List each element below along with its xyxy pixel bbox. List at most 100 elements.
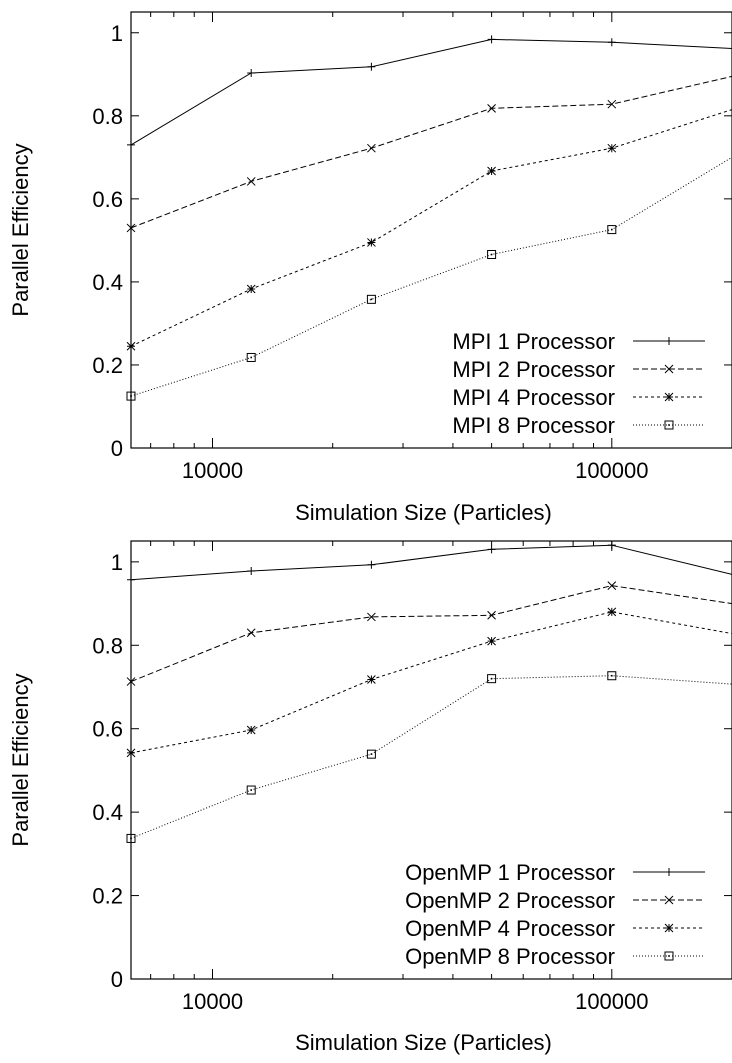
series-line <box>130 38 732 146</box>
legend-label: MPI 1 Processor <box>452 329 615 354</box>
series-2: OpenMP 2 Processor <box>126 581 732 913</box>
legend-marker <box>664 364 674 374</box>
data-point-marker <box>246 284 256 294</box>
y-tick-label: 0.4 <box>92 270 123 295</box>
y-tick-label: 1 <box>111 550 123 575</box>
chart-panel-2: 0 0.2 0.4 0.6 0.8 1 10000 100000 Simulation Size… <box>8 540 732 1055</box>
series-line <box>130 109 732 347</box>
data-point-marker <box>126 748 136 758</box>
data-point-marker <box>367 560 376 569</box>
data-point-marker-dot <box>490 253 493 256</box>
legend-label: MPI 4 Processor <box>452 385 615 410</box>
y-tick-label: 0.2 <box>92 884 123 909</box>
data-point-marker <box>367 143 376 153</box>
legend-label: OpenMP 4 Processor <box>405 916 615 941</box>
y-tick-label: 0.8 <box>92 104 123 129</box>
data-point-marker-dot <box>490 677 493 680</box>
data-point-marker <box>487 610 496 620</box>
data-point-marker <box>366 294 376 304</box>
data-point-marker <box>247 69 256 78</box>
y-tick-label: 0.2 <box>92 353 123 378</box>
series-line <box>130 611 732 754</box>
y-tick-label: 0 <box>111 436 123 461</box>
plot-frame <box>130 540 732 980</box>
series-3: MPI 4 Processor <box>126 109 732 410</box>
data-point-marker-dot <box>250 356 252 359</box>
data-point-marker <box>126 223 136 233</box>
data-point-marker <box>487 166 496 176</box>
x-tick-label: 10000 <box>182 989 243 1014</box>
legend-marker <box>664 420 674 430</box>
y-axis-title: Parallel Efficiency <box>8 143 33 316</box>
legend-label: MPI 8 Processor <box>452 413 615 438</box>
y-tick-label: 1 <box>111 21 123 46</box>
data-point-marker-dot <box>611 228 613 231</box>
series-3: OpenMP 4 Processor <box>126 607 732 941</box>
y-tick-label: 0.8 <box>92 633 123 658</box>
legend-label: OpenMP 2 Processor <box>405 888 615 913</box>
plot-frame <box>130 11 732 449</box>
data-point-marker <box>126 677 136 686</box>
data-point-marker <box>607 143 617 153</box>
data-point-marker <box>487 103 496 113</box>
data-point-marker <box>487 249 497 259</box>
legend-label: MPI 2 Processor <box>452 357 615 382</box>
data-point-marker <box>246 725 256 735</box>
data-point-marker-dot <box>370 753 373 755</box>
series-1: OpenMP 1 Processor <box>127 541 732 885</box>
y-tick-label: 0.6 <box>92 187 123 212</box>
data-point-marker <box>127 140 135 149</box>
data-point-marker <box>607 38 616 47</box>
data-point-marker-dot <box>130 395 132 397</box>
data-point-marker <box>126 341 136 351</box>
legend-marker-dot <box>668 424 670 426</box>
data-point-marker <box>367 675 376 684</box>
data-point-marker <box>607 671 617 681</box>
series-line <box>130 544 732 581</box>
data-point-marker <box>487 35 496 44</box>
data-point-marker <box>367 62 376 71</box>
y-tick-label: 0.6 <box>92 717 123 742</box>
data-point-marker <box>247 567 256 576</box>
data-point-marker <box>607 607 617 617</box>
legend-label: OpenMP 1 Processor <box>405 860 615 885</box>
data-point-marker <box>367 238 376 247</box>
legend-marker <box>664 895 674 905</box>
x-axis-title: Simulation Size (Particles) <box>295 1030 552 1055</box>
data-point-marker <box>607 541 616 550</box>
data-point-marker <box>246 785 256 795</box>
data-point-marker-dot <box>611 674 613 677</box>
legend-label: OpenMP 8 Processor <box>405 944 615 969</box>
data-point-marker-dot <box>130 837 132 840</box>
legend-marker <box>665 868 673 876</box>
y-tick-label: 0.4 <box>92 800 123 825</box>
data-point-marker <box>246 177 256 186</box>
legend-marker-dot <box>668 955 670 957</box>
y-axis-title: Parallel Efficiency <box>8 673 33 846</box>
data-point-marker <box>487 674 497 684</box>
series-2: MPI 2 Processor <box>126 75 732 382</box>
series-line <box>130 75 732 229</box>
data-point-marker <box>126 391 136 401</box>
y-tick-label: 0 <box>111 967 123 992</box>
x-tick-label: 100000 <box>575 989 648 1014</box>
series-line <box>130 156 732 397</box>
x-tick-label: 10000 <box>182 458 243 483</box>
legend-marker <box>665 337 673 345</box>
x-axis-title: Simulation Size (Particles) <box>295 500 552 525</box>
chart-panel-1: 0 0.2 0.4 0.6 0.8 1 10000 100000 Simulation Size… <box>8 11 732 525</box>
data-point-marker <box>607 99 617 109</box>
data-point-marker <box>246 628 256 638</box>
data-point-marker <box>246 352 256 362</box>
series-4: MPI 8 Processor <box>126 156 732 438</box>
data-point-marker-dot <box>250 789 252 791</box>
data-point-marker <box>607 225 617 235</box>
series-4: OpenMP 8 Processor <box>126 671 732 969</box>
series-line <box>130 585 732 683</box>
data-point-marker-dot <box>370 298 373 301</box>
data-point-marker <box>367 612 376 622</box>
legend-marker <box>664 392 674 402</box>
data-point-marker <box>607 581 617 590</box>
x-tick-label: 100000 <box>575 458 648 483</box>
